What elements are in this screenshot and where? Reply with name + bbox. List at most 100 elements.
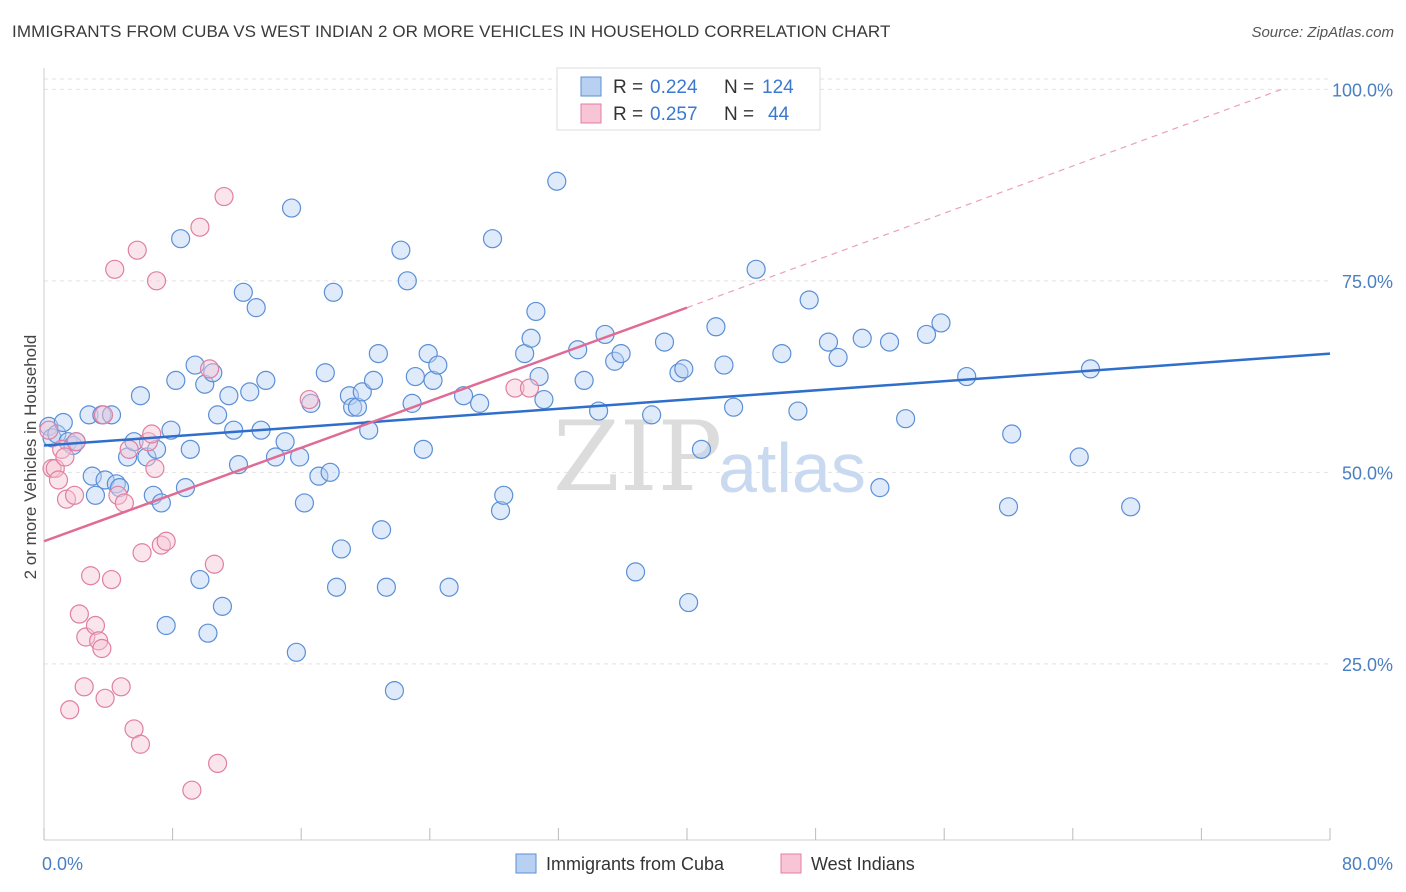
point-cuba: [326, 577, 347, 597]
point-cuba: [198, 623, 218, 643]
point-cuba: [828, 347, 848, 368]
legend-swatch-cuba: [580, 76, 602, 97]
point-cuba: [256, 370, 276, 390]
point-west-indians: [74, 677, 94, 697]
point-cuba: [521, 328, 541, 348]
point-cuba: [916, 324, 937, 345]
point-west-indians: [199, 359, 220, 379]
trend-lines: [43, 88, 1331, 543]
point-west-indians: [119, 439, 139, 459]
point-cuba: [605, 351, 625, 371]
bottom-legend-label-cuba: Immigrants from Cuba: [546, 854, 725, 874]
point-cuba: [363, 370, 384, 390]
point-cuba: [315, 363, 335, 383]
point-cuba: [547, 171, 567, 191]
y-tick-label: 25.0%: [1342, 655, 1393, 675]
point-cuba: [146, 439, 167, 459]
point-cuba: [294, 493, 315, 513]
point-cuba: [320, 462, 340, 482]
point-cuba: [347, 397, 368, 417]
point-cuba: [691, 439, 712, 459]
point-cuba: [428, 355, 448, 375]
point-cuba: [224, 420, 244, 440]
point-cuba: [423, 370, 443, 390]
point-cuba: [494, 485, 514, 505]
bottom-legend: Immigrants from Cuba West Indians: [515, 853, 915, 874]
point-cuba: [82, 466, 102, 486]
point-west-indians: [127, 240, 147, 260]
point-cuba: [190, 569, 210, 590]
watermark: ZIP atlas: [553, 401, 866, 513]
point-west-indians: [85, 615, 106, 636]
point-cuba: [233, 282, 253, 302]
point-cuba: [625, 562, 646, 582]
point-west-indians: [142, 424, 162, 444]
series-cuba-points: [39, 171, 1141, 701]
y-tick-label: 75.0%: [1342, 272, 1393, 292]
point-cuba: [879, 332, 900, 352]
legend-n-label-west-indians: N =: [724, 104, 754, 125]
point-west-indians: [81, 566, 101, 586]
bottom-legend-label-west-indians: West Indians: [811, 854, 915, 874]
point-cuba: [180, 439, 200, 459]
point-cuba: [391, 240, 411, 260]
point-west-indians: [505, 378, 525, 398]
trend-line-cuba: [43, 352, 1331, 447]
point-west-indians: [299, 389, 319, 410]
point-cuba: [208, 405, 228, 425]
bottom-legend-swatch-west-indians: [780, 853, 802, 874]
point-cuba: [371, 520, 392, 540]
point-cuba: [166, 370, 186, 390]
point-cuba: [931, 313, 951, 333]
point-cuba: [185, 355, 205, 375]
point-cuba: [482, 229, 503, 249]
point-cuba: [642, 405, 662, 425]
point-cuba: [714, 355, 734, 375]
point-cuba: [309, 466, 329, 486]
point-cuba: [286, 642, 306, 662]
point-cuba: [368, 343, 388, 364]
point-cuba: [852, 328, 872, 348]
point-cuba: [957, 366, 977, 387]
point-west-indians: [204, 554, 224, 574]
point-cuba: [339, 386, 360, 406]
point-cuba: [219, 386, 239, 406]
point-cuba: [323, 282, 343, 302]
point-cuba: [818, 332, 839, 352]
point-west-indians: [60, 700, 80, 720]
point-west-indians: [95, 688, 115, 708]
point-west-indians: [39, 420, 59, 440]
legend-r-label-west-indians: R =: [613, 104, 643, 125]
point-cuba: [130, 386, 151, 406]
y-tick-label: 100.0%: [1332, 80, 1393, 100]
y-axis-label: 2 or more Vehicles in Household: [21, 335, 40, 580]
point-cuba: [156, 615, 176, 636]
point-west-indians: [64, 485, 85, 505]
legend-n-value-west-indians: 44: [768, 104, 790, 125]
point-cuba: [772, 343, 792, 364]
point-cuba: [1080, 359, 1101, 379]
point-west-indians: [132, 543, 152, 563]
point-west-indians: [130, 734, 151, 754]
legend-n-value-cuba: 124: [762, 77, 794, 98]
trend-line-west-indians: [43, 306, 688, 543]
point-cuba: [611, 343, 631, 364]
point-cuba: [574, 370, 594, 390]
point-cuba: [275, 432, 295, 452]
watermark-atlas: atlas: [718, 429, 866, 507]
legend-r-value-cuba: 0.224: [650, 77, 698, 98]
legend-swatch-west-indians: [580, 103, 602, 124]
point-cuba: [534, 389, 554, 410]
point-cuba: [706, 317, 726, 337]
point-cuba: [85, 485, 106, 505]
axes: [43, 68, 1331, 841]
point-west-indians: [105, 259, 125, 279]
point-cuba: [137, 447, 157, 467]
point-cuba: [679, 592, 699, 613]
point-cuba: [1002, 424, 1022, 444]
point-west-indians: [48, 470, 69, 490]
point-cuba: [281, 198, 302, 218]
point-cuba: [724, 397, 744, 417]
point-cuba: [746, 259, 766, 279]
